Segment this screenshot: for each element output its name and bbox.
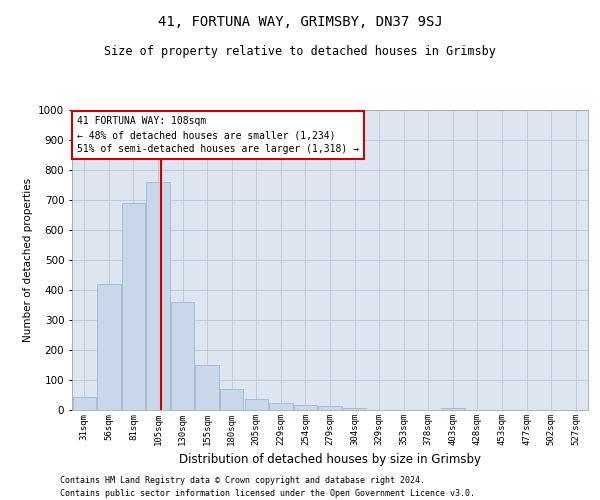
Text: Size of property relative to detached houses in Grimsby: Size of property relative to detached ho… <box>104 45 496 58</box>
X-axis label: Distribution of detached houses by size in Grimsby: Distribution of detached houses by size … <box>179 454 481 466</box>
Text: 41 FORTUNA WAY: 108sqm
← 48% of detached houses are smaller (1,234)
51% of semi-: 41 FORTUNA WAY: 108sqm ← 48% of detached… <box>77 116 359 154</box>
Text: Contains HM Land Registry data © Crown copyright and database right 2024.: Contains HM Land Registry data © Crown c… <box>60 476 425 485</box>
Bar <box>196 365 219 410</box>
Bar <box>171 302 194 410</box>
Bar <box>319 406 341 410</box>
Bar <box>146 182 170 410</box>
Bar <box>245 398 268 410</box>
Bar <box>220 389 244 410</box>
Y-axis label: Number of detached properties: Number of detached properties <box>23 178 32 342</box>
Text: 41, FORTUNA WAY, GRIMSBY, DN37 9SJ: 41, FORTUNA WAY, GRIMSBY, DN37 9SJ <box>158 15 442 29</box>
Bar <box>294 404 317 410</box>
Bar <box>122 203 145 410</box>
Bar <box>73 396 96 410</box>
Text: Contains public sector information licensed under the Open Government Licence v3: Contains public sector information licen… <box>60 488 475 498</box>
Bar <box>343 408 366 410</box>
Bar <box>441 408 464 410</box>
Bar <box>97 284 121 410</box>
Bar <box>269 402 293 410</box>
